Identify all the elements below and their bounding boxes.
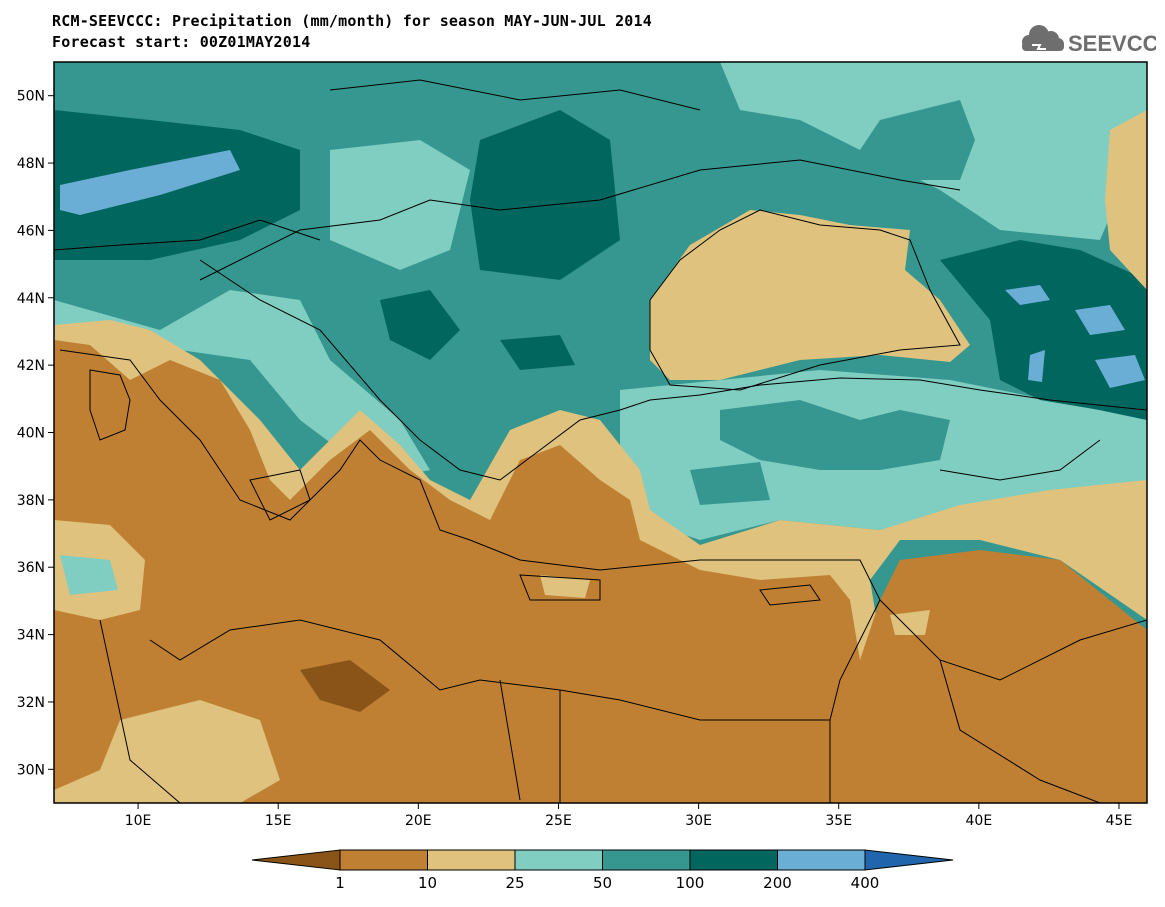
lat-tick-label: 34N xyxy=(17,628,45,644)
lon-tick-label: 40E xyxy=(966,813,993,829)
cloud-icon xyxy=(1022,25,1064,51)
longitude-axis: 10E 15E 20E 25E 30E 35E 40E 45E xyxy=(125,803,1133,829)
lat-tick-label: 46N xyxy=(17,223,45,239)
field-below-1-libya xyxy=(300,660,390,712)
field-100-200-caucasus xyxy=(940,240,1147,420)
colorbar-label: 400 xyxy=(851,874,880,892)
colorbar-label: 25 xyxy=(505,874,524,892)
lat-tick-label: 44N xyxy=(17,291,45,307)
colorbar-segment xyxy=(427,849,516,871)
field-200-400-caucasus-1 xyxy=(1005,285,1050,305)
lat-tick-label: 50N xyxy=(17,89,45,105)
colorbar-label: 50 xyxy=(593,874,612,892)
forecast-start-label: Forecast start: 00Z01MAY2014 xyxy=(52,33,311,51)
colorbar-segment xyxy=(689,849,778,871)
colorbar-label: 10 xyxy=(418,874,437,892)
colorbar: 1 10 25 50 100 200 400 xyxy=(251,849,954,892)
precipitation-field xyxy=(54,62,1147,803)
colorbar-under-triangle xyxy=(251,849,341,871)
lat-tick-label: 36N xyxy=(17,560,45,576)
field-10-25-east xyxy=(1105,110,1147,290)
lat-tick-label: 48N xyxy=(17,156,45,172)
colorbar-label: 200 xyxy=(763,874,792,892)
field-200-400-alps xyxy=(60,150,240,215)
lon-tick-label: 45E xyxy=(1106,813,1133,829)
colorbar-segment xyxy=(339,849,428,871)
lat-tick-label: 30N xyxy=(17,762,45,778)
lat-tick-label: 38N xyxy=(17,493,45,509)
logo-text: SEEVCCC xyxy=(1068,31,1156,56)
field-100-200-carpathians xyxy=(470,110,620,280)
lat-tick-label: 40N xyxy=(17,426,45,442)
lat-tick-label: 32N xyxy=(17,695,45,711)
latitude-axis: 30N 32N 34N 36N 38N 40N 42N 44N 46N 48N 50N xyxy=(17,89,54,778)
chart-title: RCM-SEEVCCC: Precipitation (mm/month) fo… xyxy=(52,12,652,30)
field-200-400-caucasus-2 xyxy=(1075,305,1125,335)
colorbar-segment xyxy=(777,849,866,871)
field-100-200-bulgaria xyxy=(500,335,575,370)
colorbar-segment xyxy=(602,849,691,871)
lon-tick-label: 15E xyxy=(265,813,292,829)
lon-tick-label: 30E xyxy=(685,813,712,829)
field-10-25-black-sea xyxy=(650,210,970,380)
field-10-25-crete xyxy=(540,575,590,598)
field-10-25-south xyxy=(54,700,280,803)
colorbar-label: 100 xyxy=(676,874,705,892)
coastlines xyxy=(54,79,1147,803)
field-50-100-anatolia-south xyxy=(690,462,770,505)
lat-tick-label: 42N xyxy=(17,358,45,374)
field-50-100-ukraine-east xyxy=(860,100,975,180)
field-200-400-caucasus-4 xyxy=(1028,350,1045,382)
lon-tick-label: 10E xyxy=(125,813,152,829)
lon-tick-label: 20E xyxy=(405,813,432,829)
field-25-50-algeria xyxy=(60,555,118,595)
field-50-100-anatolia xyxy=(720,400,950,470)
colorbar-label: 1 xyxy=(335,874,345,892)
field-200-400-caucasus-3 xyxy=(1095,355,1145,388)
field-25-50-hungary xyxy=(330,140,470,270)
colorbar-over-triangle xyxy=(864,849,954,871)
field-100-200-balkans xyxy=(380,290,460,360)
lon-tick-label: 25E xyxy=(545,813,572,829)
lon-tick-label: 35E xyxy=(825,813,852,829)
colorbar-segment xyxy=(514,849,603,871)
field-10-25-levant xyxy=(890,610,930,635)
seevccc-logo: SEEVCCC xyxy=(1016,22,1165,58)
